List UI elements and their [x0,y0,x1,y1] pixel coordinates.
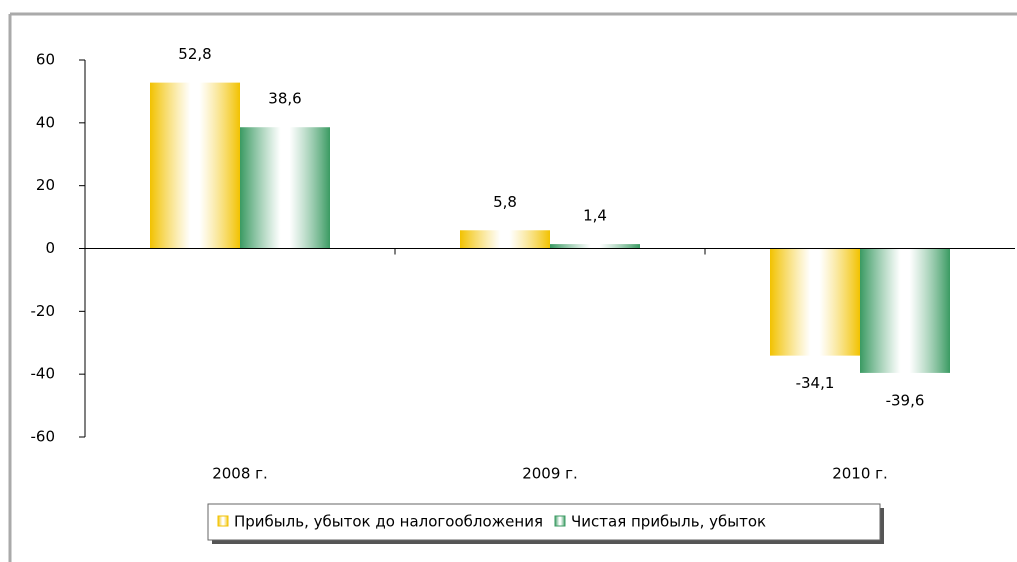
y-tick-label: -60 [31,428,56,446]
value-label: -34,1 [796,374,835,392]
value-label: 1,4 [583,207,607,225]
y-tick-label: 60 [36,51,55,69]
bar [860,248,950,373]
legend-label: Прибыль, убыток до налогообложения [234,513,543,531]
y-tick-label: 40 [36,113,55,131]
bar [240,127,330,249]
bar [150,82,240,249]
bar [460,230,550,249]
value-label: -39,6 [886,391,925,409]
value-label: 52,8 [178,45,211,63]
legend-label: Чистая прибыль, убыток [571,513,766,531]
value-label: 38,6 [268,90,301,108]
legend-box [207,503,881,541]
value-label: 5,8 [493,193,517,211]
x-tick-label: 2010 г. [832,465,888,483]
y-tick-label: -40 [31,365,56,383]
bar [770,248,860,356]
y-tick-label: 20 [36,176,55,194]
bar [550,244,640,249]
x-tick-label: 2009 г. [522,465,578,483]
y-tick-label: 0 [45,239,55,257]
legend-swatch [217,515,229,527]
legend-swatch [554,515,566,527]
y-tick-label: -20 [31,302,56,320]
x-tick-label: 2008 г. [212,465,268,483]
